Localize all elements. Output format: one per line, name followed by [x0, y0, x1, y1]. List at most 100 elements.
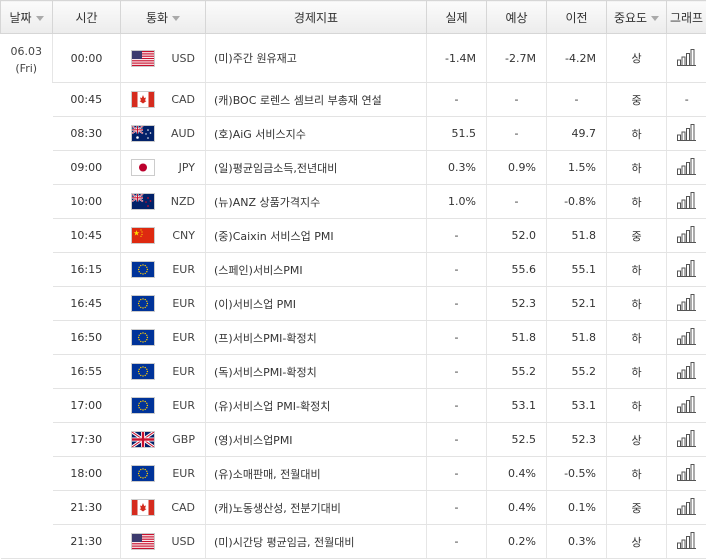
- graph-cell[interactable]: [667, 185, 706, 219]
- previous-cell: 49.7: [547, 117, 607, 151]
- currency-code: NZD: [155, 195, 195, 208]
- indicator-cell[interactable]: (미)주간 원유재고: [206, 34, 427, 83]
- indicator-cell[interactable]: (독)서비스PMI-확정치: [206, 355, 427, 389]
- graph-cell: -: [667, 83, 706, 117]
- currency-code: EUR: [155, 399, 195, 412]
- indicator-cell[interactable]: (프)서비스PMI-확정치: [206, 321, 427, 355]
- currency-cell: CAD: [121, 83, 206, 117]
- currency-cell: EUR: [121, 321, 206, 355]
- indicator-cell[interactable]: (미)시간당 평균임금, 전월대비: [206, 525, 427, 559]
- currency-code: AUD: [155, 127, 195, 140]
- bar-graph-icon[interactable]: [677, 395, 697, 416]
- eu-flag-icon: [131, 465, 155, 482]
- graph-cell[interactable]: [667, 423, 706, 457]
- actual-cell: -1.4M: [427, 34, 487, 83]
- eu-flag-icon: [131, 295, 155, 312]
- dropdown-arrow-icon: [172, 16, 180, 21]
- previous-cell: 55.1: [547, 253, 607, 287]
- currency-code: USD: [155, 52, 195, 65]
- currency-code: CAD: [155, 501, 195, 514]
- forecast-cell: 55.6: [487, 253, 547, 287]
- currency-code: EUR: [155, 365, 195, 378]
- indicator-cell[interactable]: (영)서비스업PMI: [206, 423, 427, 457]
- currency-cell: CAD: [121, 491, 206, 525]
- header-currency[interactable]: 통화: [121, 1, 206, 34]
- us-flag-icon: [131, 533, 155, 550]
- graph-cell[interactable]: [667, 117, 706, 151]
- importance-cell: 상: [607, 525, 667, 559]
- forecast-cell: 52.0: [487, 219, 547, 253]
- bar-graph-icon[interactable]: [677, 123, 697, 144]
- graph-cell[interactable]: [667, 321, 706, 355]
- indicator-cell[interactable]: (스페인)서비스PMI: [206, 253, 427, 287]
- indicator-cell[interactable]: (중)Caixin 서비스업 PMI: [206, 219, 427, 253]
- graph-cell[interactable]: [667, 355, 706, 389]
- previous-cell: 1.5%: [547, 151, 607, 185]
- previous-cell: 0.3%: [547, 525, 607, 559]
- time-cell: 21:30: [53, 491, 121, 525]
- graph-cell[interactable]: [667, 151, 706, 185]
- actual-cell: -: [427, 83, 487, 117]
- header-actual: 실제: [427, 1, 487, 34]
- indicator-cell[interactable]: (캐)노동생산성, 전분기대비: [206, 491, 427, 525]
- importance-cell: 중: [607, 219, 667, 253]
- time-cell: 17:30: [53, 423, 121, 457]
- bar-graph-icon[interactable]: [677, 191, 697, 212]
- currency-cell: GBP: [121, 423, 206, 457]
- time-cell: 16:55: [53, 355, 121, 389]
- currency-cell: CNY: [121, 219, 206, 253]
- currency-cell: AUD: [121, 117, 206, 151]
- eu-flag-icon: [131, 363, 155, 380]
- indicator-cell[interactable]: (뉴)ANZ 상품가격지수: [206, 185, 427, 219]
- graph-cell[interactable]: [667, 219, 706, 253]
- date-day: 06.03: [1, 43, 53, 60]
- jp-flag-icon: [131, 159, 155, 176]
- graph-cell[interactable]: [667, 389, 706, 423]
- graph-cell[interactable]: [667, 34, 706, 83]
- graph-cell[interactable]: [667, 457, 706, 491]
- bar-graph-icon[interactable]: [677, 463, 697, 484]
- currency-cell: USD: [121, 525, 206, 559]
- bar-graph-icon[interactable]: [677, 293, 697, 314]
- previous-cell: 52.1: [547, 287, 607, 321]
- indicator-cell[interactable]: (일)평균임금소득,전년대비: [206, 151, 427, 185]
- indicator-cell[interactable]: (캐)BOC 로렌스 셈브리 부총재 연설: [206, 83, 427, 117]
- bar-graph-icon[interactable]: [677, 225, 697, 246]
- time-cell: 09:00: [53, 151, 121, 185]
- header-importance[interactable]: 중요도: [607, 1, 667, 34]
- bar-graph-icon[interactable]: [677, 361, 697, 382]
- previous-cell: 0.1%: [547, 491, 607, 525]
- actual-cell: -: [427, 287, 487, 321]
- indicator-cell[interactable]: (호)AiG 서비스지수: [206, 117, 427, 151]
- bar-graph-icon[interactable]: [677, 497, 697, 518]
- bar-graph-icon[interactable]: [677, 327, 697, 348]
- bar-graph-icon[interactable]: [677, 48, 697, 69]
- dropdown-arrow-icon: [651, 16, 659, 21]
- forecast-cell: 0.4%: [487, 457, 547, 491]
- importance-cell: 하: [607, 253, 667, 287]
- graph-cell[interactable]: [667, 491, 706, 525]
- indicator-cell[interactable]: (유)서비스업 PMI-확정치: [206, 389, 427, 423]
- graph-cell[interactable]: [667, 525, 706, 559]
- forecast-cell: -2.7M: [487, 34, 547, 83]
- indicator-cell[interactable]: (이)서비스업 PMI: [206, 287, 427, 321]
- bar-graph-icon[interactable]: [677, 429, 697, 450]
- bar-graph-icon[interactable]: [677, 531, 697, 552]
- bar-graph-icon[interactable]: [677, 259, 697, 280]
- graph-cell[interactable]: [667, 253, 706, 287]
- header-date[interactable]: 날짜: [1, 1, 53, 34]
- currency-code: CNY: [155, 229, 195, 242]
- actual-cell: -: [427, 423, 487, 457]
- sort-arrow-icon: [36, 16, 44, 21]
- au-flag-icon: [131, 125, 155, 142]
- cn-flag-icon: [131, 227, 155, 244]
- indicator-cell[interactable]: (유)소매판매, 전월대비: [206, 457, 427, 491]
- time-cell: 10:00: [53, 185, 121, 219]
- bar-graph-icon[interactable]: [677, 157, 697, 178]
- graph-cell[interactable]: [667, 287, 706, 321]
